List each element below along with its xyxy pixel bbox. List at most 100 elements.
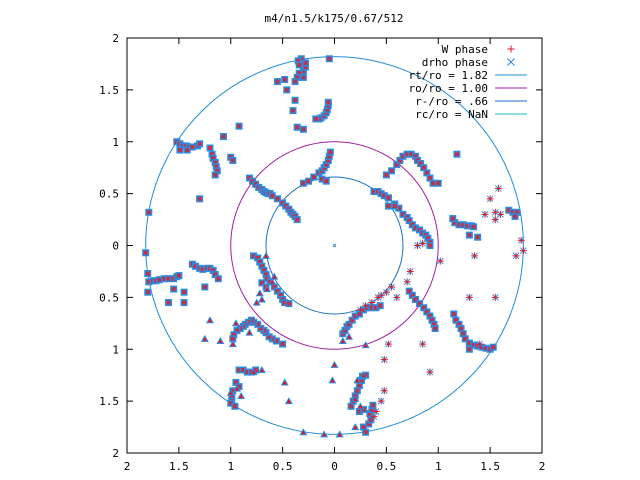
w-phase-marker bbox=[146, 279, 151, 284]
data-point bbox=[482, 344, 490, 352]
data-point bbox=[465, 231, 473, 239]
data-point bbox=[426, 242, 434, 249]
w-phase-marker bbox=[465, 223, 470, 228]
y-tick-label: 0.5 bbox=[99, 291, 119, 304]
data-point bbox=[455, 221, 463, 229]
w-phase-marker bbox=[295, 75, 300, 80]
w-phase-marker bbox=[392, 204, 397, 209]
data-point bbox=[299, 125, 307, 133]
data-point bbox=[380, 356, 388, 364]
w-phase-marker bbox=[275, 196, 280, 201]
data-point bbox=[199, 265, 207, 273]
w-phase-marker bbox=[337, 432, 342, 437]
w-phase-marker bbox=[275, 289, 280, 294]
data-point bbox=[384, 340, 392, 348]
data-point bbox=[384, 194, 392, 202]
data-point bbox=[491, 208, 499, 216]
data-point bbox=[512, 252, 520, 260]
data-point bbox=[299, 73, 307, 81]
data-point bbox=[450, 310, 458, 318]
data-point bbox=[452, 316, 460, 324]
w-phase-marker bbox=[418, 161, 423, 166]
data-point bbox=[341, 327, 349, 335]
w-phase-marker bbox=[409, 152, 414, 157]
w-phase-marker bbox=[286, 399, 291, 404]
data-point bbox=[395, 204, 403, 212]
w-phase-marker bbox=[452, 220, 457, 225]
data-point bbox=[243, 368, 251, 376]
w-phase-marker bbox=[424, 309, 429, 314]
data-point bbox=[353, 387, 361, 395]
w-phase-marker bbox=[297, 71, 302, 76]
data-point bbox=[260, 266, 268, 274]
data-point bbox=[295, 69, 303, 77]
data-point bbox=[226, 388, 235, 396]
w-phase-marker bbox=[228, 390, 233, 395]
w-phase-marker bbox=[461, 222, 466, 227]
w-phase-marker bbox=[253, 368, 258, 372]
data-point bbox=[463, 222, 471, 230]
w-phase-marker bbox=[355, 388, 360, 393]
w-phase-marker bbox=[326, 100, 331, 105]
data-point bbox=[426, 174, 434, 182]
reference-circle bbox=[230, 141, 439, 350]
data-point bbox=[353, 376, 362, 384]
w-phase-marker bbox=[425, 236, 430, 241]
data-point bbox=[368, 304, 376, 312]
data-point bbox=[420, 304, 428, 312]
reference-circle bbox=[265, 176, 404, 315]
w-phase-marker bbox=[215, 168, 220, 173]
w-phase-marker bbox=[369, 305, 374, 310]
data-point bbox=[320, 430, 329, 438]
data-point bbox=[155, 276, 163, 284]
data-point bbox=[513, 208, 521, 216]
data-point bbox=[235, 366, 243, 374]
w-phase-marker bbox=[171, 287, 176, 292]
w-phase-marker bbox=[386, 195, 391, 200]
w-phase-marker bbox=[454, 152, 459, 157]
data-point bbox=[411, 152, 419, 160]
data-point bbox=[323, 106, 331, 114]
data-point bbox=[142, 249, 150, 257]
w-phase-marker bbox=[218, 338, 223, 343]
w-phase-marker bbox=[327, 154, 332, 159]
data-point bbox=[370, 413, 378, 421]
w-phase-marker bbox=[213, 172, 218, 177]
y-tick-label: 2 bbox=[112, 447, 119, 460]
data-point bbox=[272, 337, 280, 345]
data-point bbox=[170, 285, 178, 293]
data-point bbox=[232, 378, 240, 386]
data-point bbox=[455, 320, 463, 328]
w-phase-marker bbox=[291, 108, 295, 113]
w-phase-marker bbox=[301, 430, 306, 435]
w-phase-marker bbox=[162, 276, 167, 281]
data-point bbox=[322, 177, 330, 185]
data-point bbox=[361, 341, 370, 349]
w-phase-marker bbox=[295, 217, 300, 222]
data-point bbox=[406, 267, 414, 275]
data-point bbox=[360, 405, 368, 413]
data-point bbox=[403, 278, 411, 286]
w-phase-marker bbox=[166, 276, 171, 281]
w-phase-marker bbox=[301, 75, 306, 80]
data-point bbox=[325, 152, 333, 160]
data-point bbox=[417, 160, 425, 168]
data-point bbox=[465, 339, 473, 347]
w-phase-marker bbox=[301, 127, 306, 132]
data-point bbox=[258, 262, 266, 270]
data-point bbox=[491, 216, 499, 224]
data-point bbox=[291, 96, 299, 104]
data-point bbox=[201, 283, 209, 291]
data-point bbox=[299, 67, 307, 75]
w-phase-marker bbox=[233, 321, 238, 326]
data-point bbox=[257, 366, 266, 373]
w-phase-marker bbox=[479, 345, 484, 350]
data-point bbox=[362, 428, 370, 436]
w-phase-marker bbox=[237, 384, 242, 389]
data-point bbox=[511, 212, 519, 220]
w-phase-marker bbox=[313, 116, 318, 121]
w-phase-marker bbox=[270, 279, 275, 284]
w-phase-marker bbox=[245, 370, 250, 375]
